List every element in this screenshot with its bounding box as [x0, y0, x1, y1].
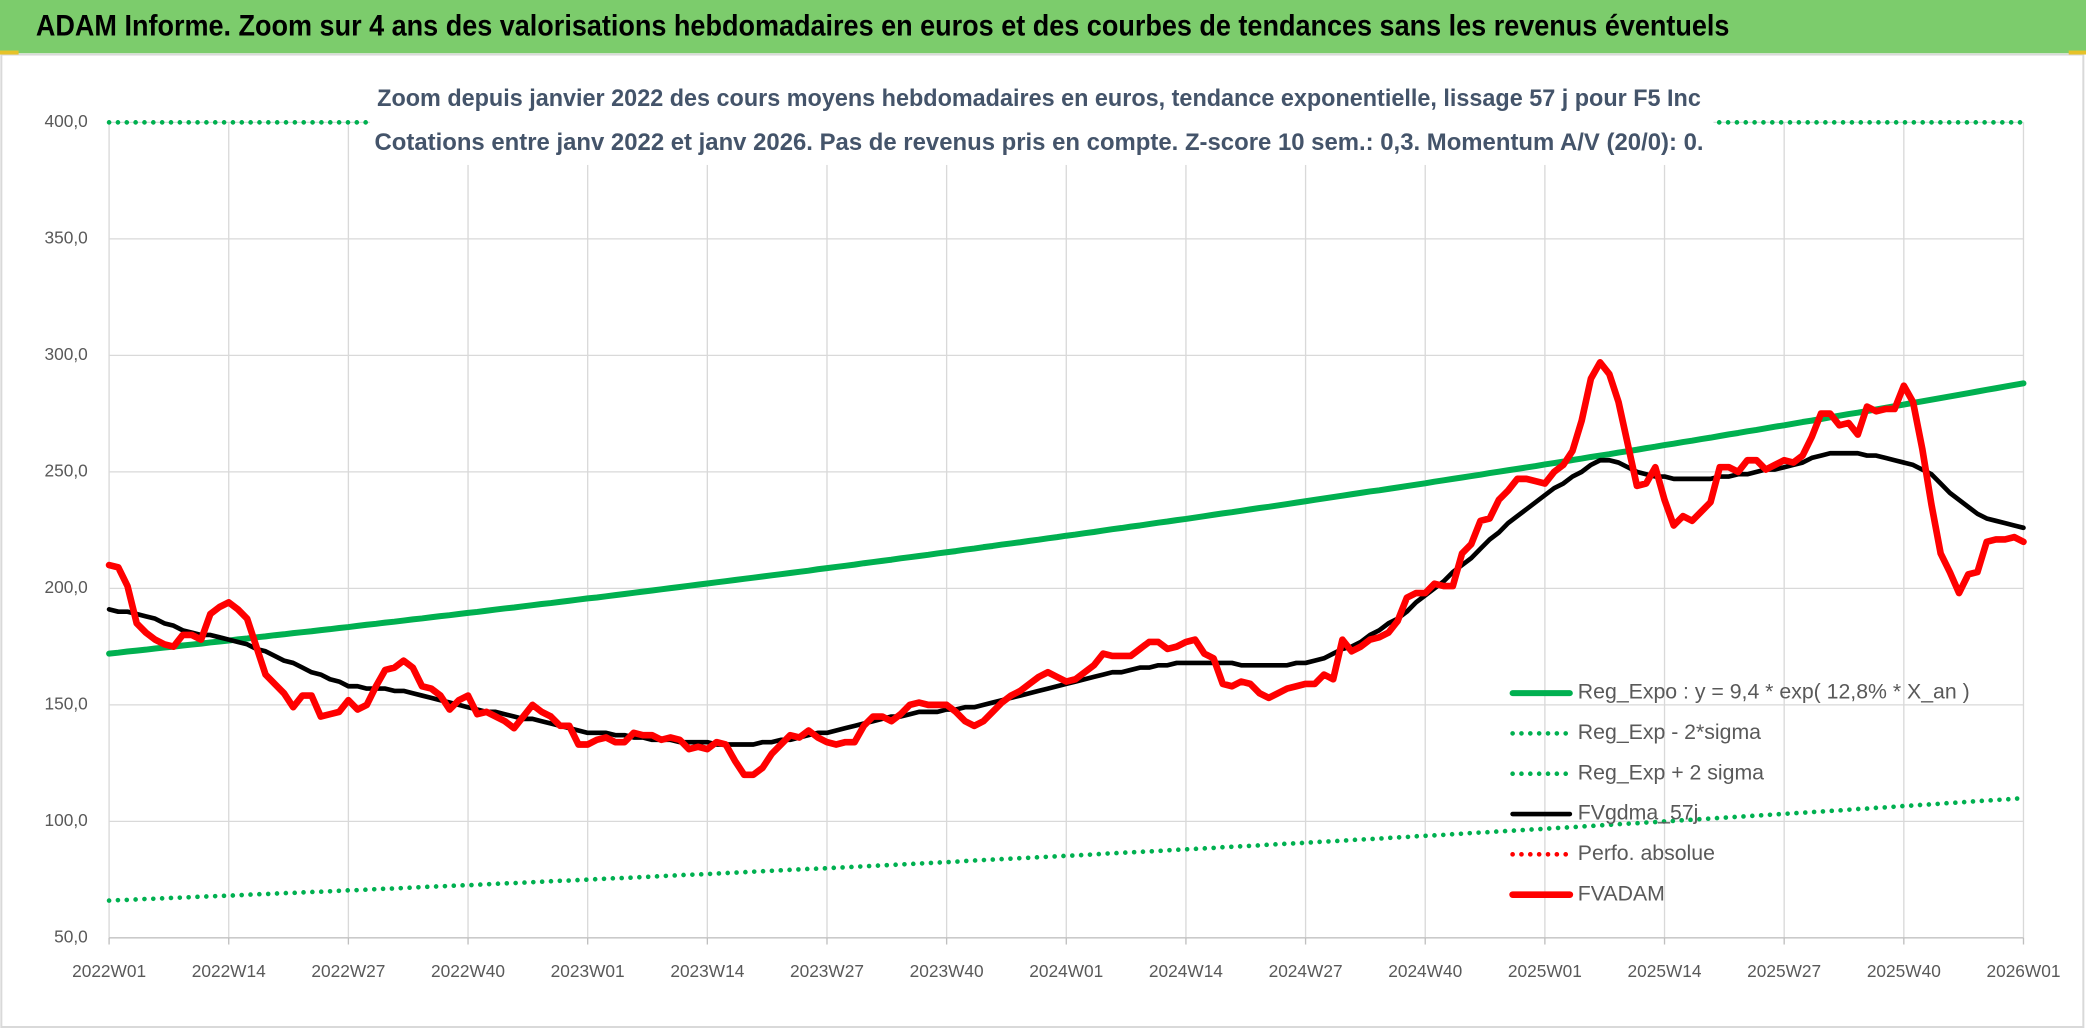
- header-title: ADAM Informe. Zoom sur 4 ans des valoris…: [36, 11, 1730, 43]
- y-tick-label: 150,0: [45, 693, 88, 713]
- x-tick-label: 2022W14: [192, 961, 266, 981]
- legend-label: FVADAM: [1578, 881, 1665, 905]
- x-tick-label: 2026W01: [1986, 961, 2060, 981]
- x-tick-label: 2025W40: [1867, 961, 1941, 981]
- y-tick-label: 200,0: [45, 577, 88, 597]
- title-backdrop: [369, 79, 1714, 165]
- legend: Reg_Expo : y = 9,4 * exp( 12,8% * X_an )…: [1509, 680, 1970, 905]
- y-tick-label: 400,0: [45, 111, 88, 131]
- series-line: [106, 795, 2026, 903]
- chart-border: [0, 53, 2085, 1029]
- legend-label: FVgdma_57j: [1578, 801, 1699, 825]
- x-tick-label: 2022W40: [431, 961, 505, 981]
- header-bar: [0, 0, 2086, 54]
- x-tick-label: 2025W27: [1747, 961, 1821, 981]
- x-tick-label: 2025W01: [1508, 961, 1582, 981]
- legend-label: Reg_Exp - 2*sigma: [1578, 720, 1761, 744]
- series-line: [106, 380, 2027, 657]
- y-tick-label: 100,0: [45, 810, 88, 830]
- x-tick-label: 2023W27: [790, 961, 864, 981]
- x-tick-label: 2024W01: [1029, 961, 1103, 981]
- y-tick-label: 50,0: [54, 926, 88, 946]
- x-tick-label: 2023W14: [670, 961, 744, 981]
- series-line: [105, 359, 2027, 779]
- x-tick-label: 2023W01: [551, 961, 625, 981]
- chart-subtitle: Cotations entre janv 2022 et janv 2026. …: [374, 129, 1703, 156]
- x-tick-label: 2024W14: [1149, 961, 1223, 981]
- x-tick-label: 2024W40: [1388, 961, 1462, 981]
- header-accent: [0, 50, 19, 55]
- x-tick-label: 2024W27: [1269, 961, 1343, 981]
- legend-label: Reg_Expo : y = 9,4 * exp( 12,8% * X_an ): [1578, 680, 1970, 704]
- x-tick-label: 2022W01: [72, 961, 146, 981]
- x-tick-label: 2025W14: [1628, 961, 1702, 981]
- y-tick-label: 300,0: [45, 344, 88, 364]
- header-accent: [2068, 50, 2086, 55]
- y-tick-label: 250,0: [45, 460, 88, 480]
- chart-title: Zoom depuis janvier 2022 des cours moyen…: [377, 85, 1701, 112]
- x-tick-label: 2022W27: [311, 961, 385, 981]
- grid: 50,0 100,0 150,0 200,0 250,0 300,0 350,0 400,0 2…: [45, 111, 2061, 981]
- legend-label: Perfo. absolue: [1578, 841, 1715, 865]
- legend-label: Reg_Exp + 2 sigma: [1578, 760, 1764, 784]
- x-tick-label: 2023W40: [910, 961, 984, 981]
- y-tick-label: 350,0: [45, 227, 88, 247]
